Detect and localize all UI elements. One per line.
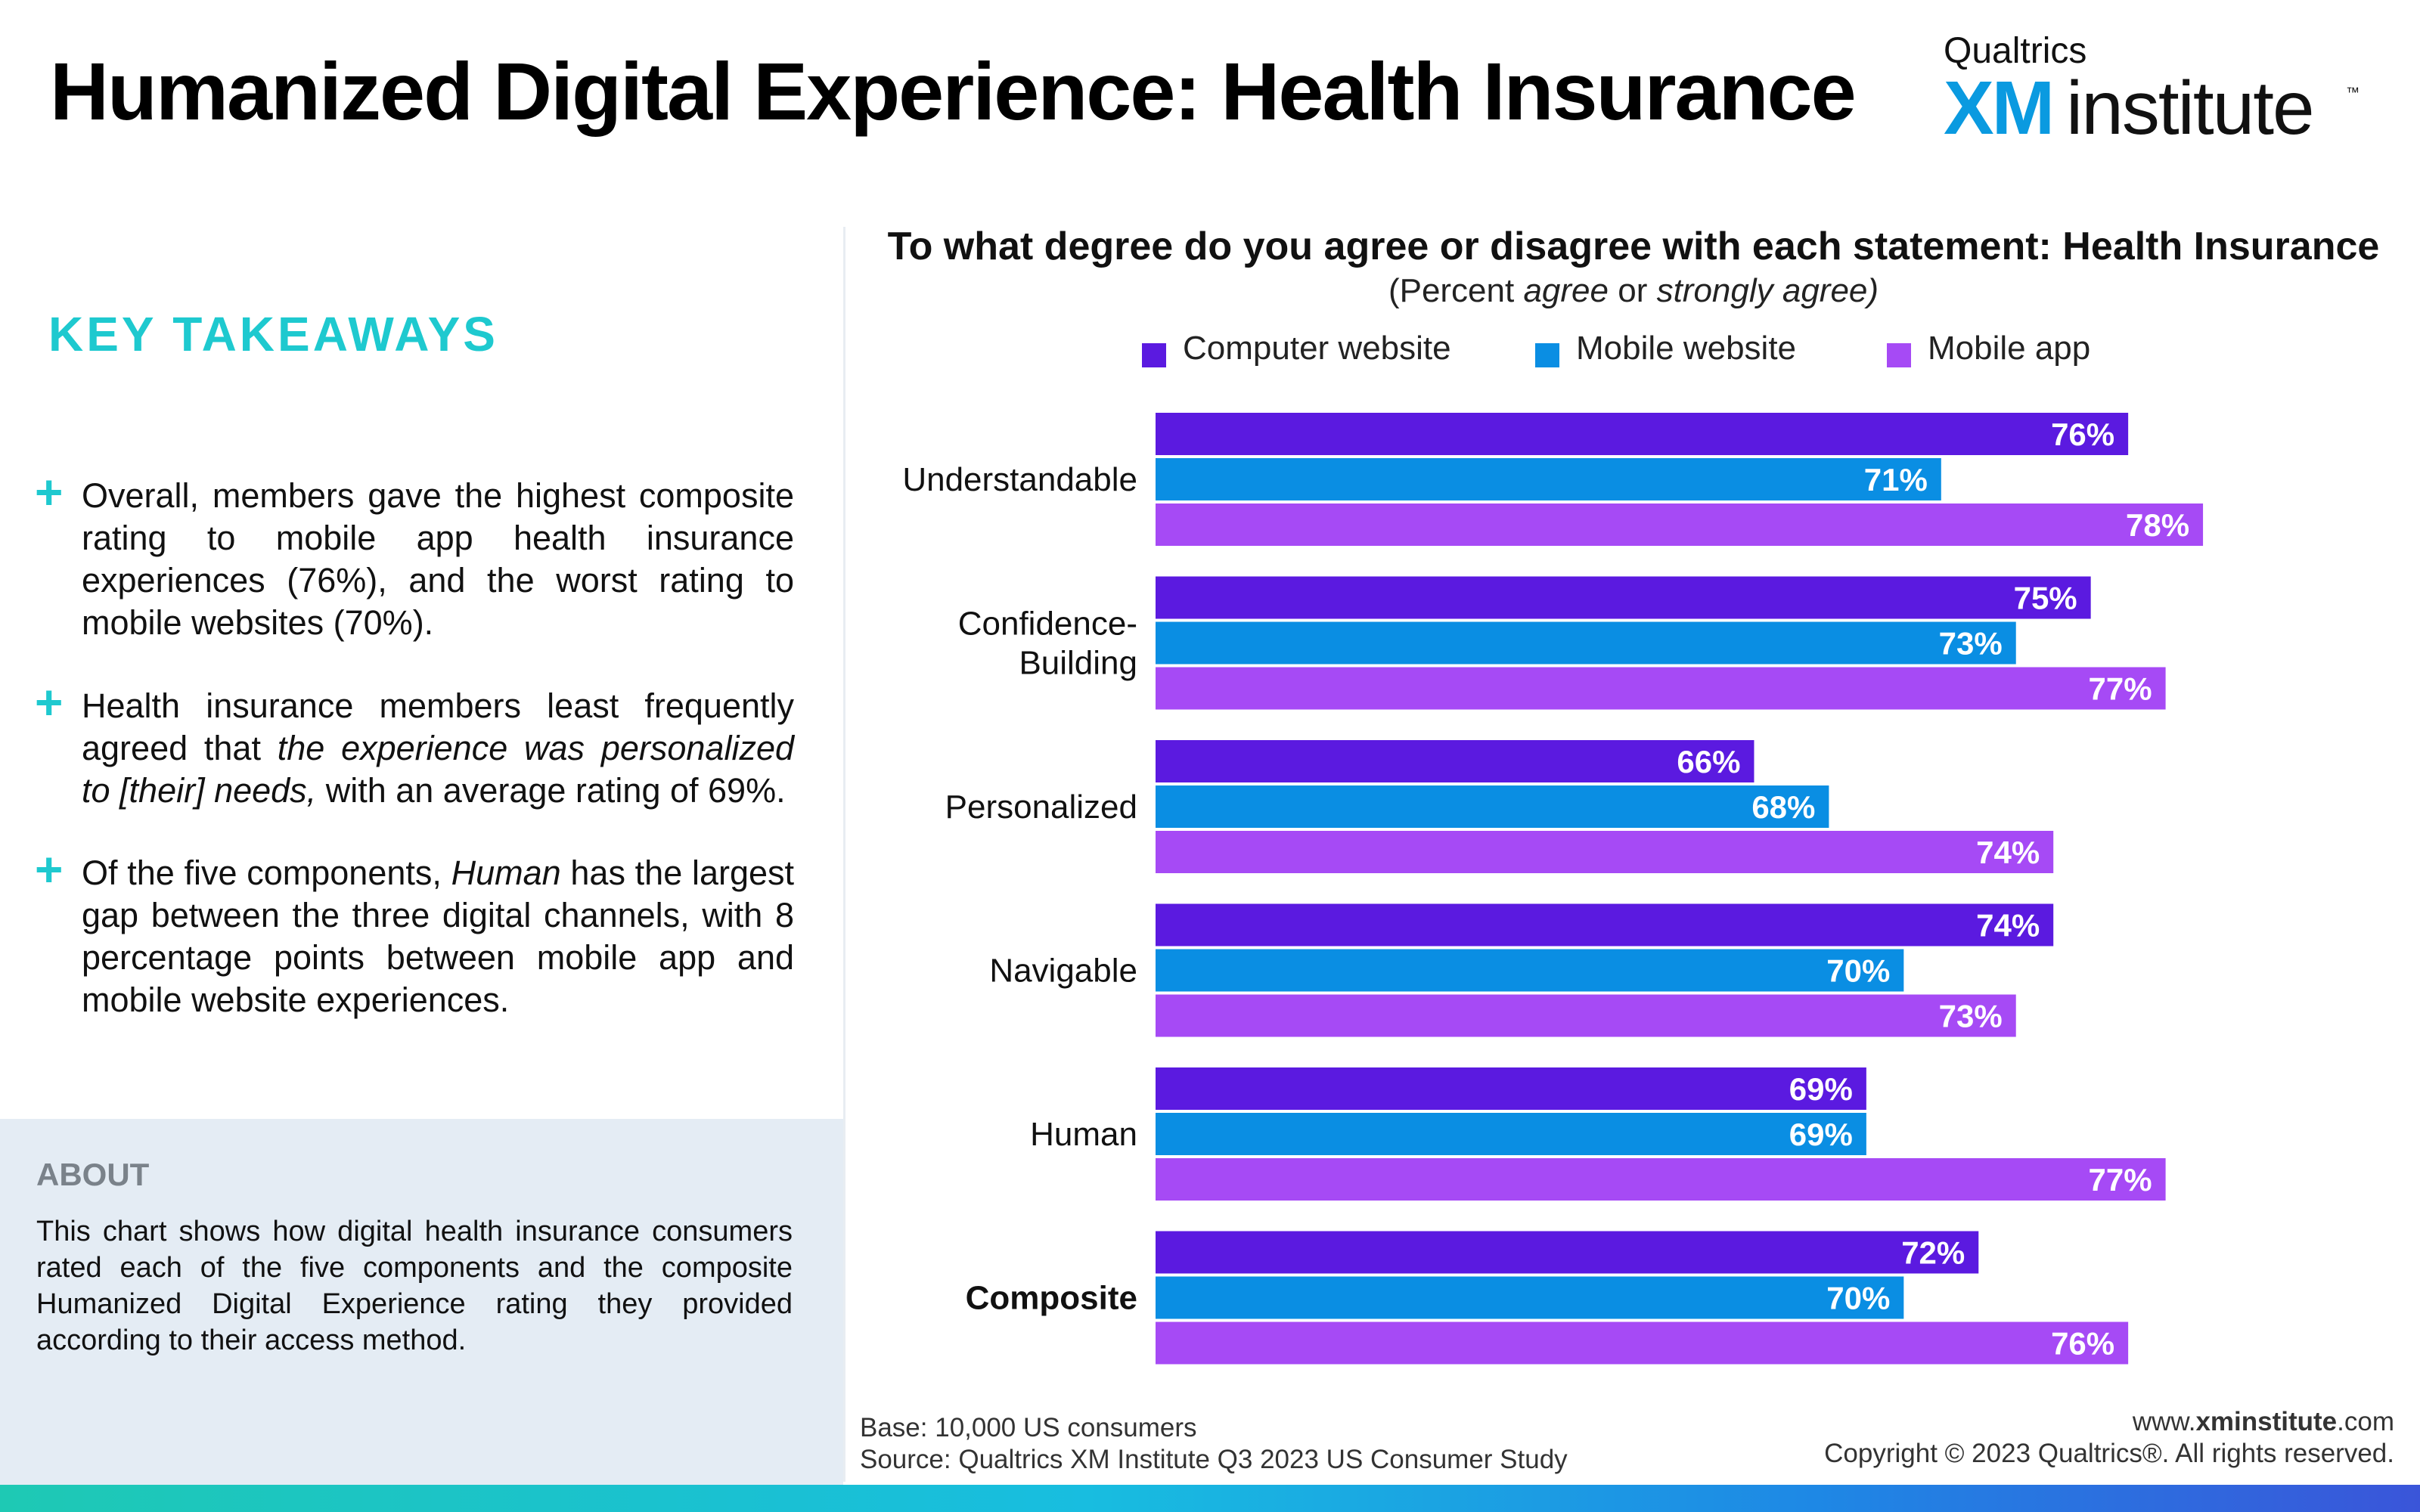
bar-mobile-app: [1156, 994, 2016, 1037]
subtitle-emphasis: strongly agree): [1656, 272, 1879, 309]
takeaway-text-part: with an average rating of 69%.: [316, 771, 786, 810]
takeaway-text: Of the five components, Human has the la…: [82, 852, 794, 1021]
footer-source: Base: 10,000 US consumers Source: Qualtr…: [860, 1412, 1568, 1476]
category-label: Confidence-Building: [958, 606, 1137, 682]
bar-value-label: 76%: [2051, 417, 2114, 452]
bar-value-label: 74%: [1976, 835, 2040, 870]
legend-label: Mobile website: [1576, 330, 1797, 367]
about-box: ABOUT This chart shows how digital healt…: [0, 1119, 843, 1486]
bar-computer-website: [1156, 413, 2129, 455]
bar-value-label: 70%: [1826, 953, 1890, 989]
plus-icon: +: [35, 465, 64, 519]
takeaway-text-part: has the largest gap between the three di…: [82, 854, 795, 1019]
logo-brand: Qualtrics: [1944, 31, 2087, 71]
bar-computer-website: [1156, 1067, 1866, 1110]
category-label: Navigable: [989, 953, 1137, 990]
bar-value-label: 76%: [2051, 1326, 2114, 1362]
logo-trademark: ™: [2346, 85, 2360, 100]
plus-icon: +: [35, 675, 64, 730]
legend-label: Mobile app: [1928, 330, 2091, 367]
category-label: Human: [1030, 1116, 1137, 1153]
bar-mobile-website: [1156, 949, 1904, 992]
takeaway-item-1: + Overall, members gave the highest comp…: [35, 465, 794, 644]
bar-value-label: 74%: [1976, 908, 2040, 943]
bar-value-label: 73%: [1939, 999, 2003, 1034]
about-text: This chart shows how digital health insu…: [36, 1216, 793, 1356]
bar-value-label: 77%: [2089, 671, 2152, 707]
site-bold: xminstitute: [2195, 1407, 2338, 1436]
category-label: Composite: [966, 1280, 1137, 1317]
bar-computer-website: [1156, 740, 1754, 782]
bar-computer-website: [1156, 576, 2091, 619]
bar-mobile-app: [1156, 1158, 2166, 1201]
footer-source-text: Source: Qualtrics XM Institute Q3 2023 U…: [860, 1445, 1568, 1474]
site-prefix: www.: [2132, 1407, 2196, 1436]
bar-value-label: 78%: [2126, 507, 2189, 543]
bar-mobile-website: [1156, 785, 1829, 828]
key-takeaways-heading: KEY TAKEAWAYS: [48, 307, 498, 361]
bar-mobile-website: [1156, 458, 1941, 500]
about-heading: ABOUT: [36, 1157, 150, 1192]
bar-value-label: 75%: [2014, 581, 2077, 616]
legend-swatch: [1142, 343, 1166, 367]
takeaway-text-part: Of the five components,: [82, 854, 451, 892]
bar-mobile-app: [1156, 831, 2054, 873]
subtitle-part: (Percent: [1388, 272, 1524, 309]
panel-divider: [843, 227, 845, 1482]
takeaway-item-2: + Health insurance members least frequen…: [35, 675, 794, 812]
bar-computer-website: [1156, 1231, 1979, 1274]
bar-computer-website: [1156, 903, 2054, 947]
footer-website[interactable]: www.xminstitute.com: [1824, 1406, 2394, 1438]
bar-mobile-app: [1156, 667, 2166, 710]
bar-value-label: 77%: [2089, 1162, 2152, 1198]
category-label: Understandable: [902, 461, 1137, 498]
bar-value-label: 68%: [1751, 789, 1815, 825]
page-title: Humanized Digital Experience: Health Ins…: [50, 45, 1857, 137]
takeaway-text-emphasis: Human: [451, 854, 561, 892]
takeaway-text-emphasis: the experience was personalized to [thei…: [82, 729, 794, 810]
bar-mobile-website: [1156, 1113, 1866, 1155]
category-label: Personalized: [945, 789, 1137, 826]
site-suffix: .com: [2337, 1407, 2394, 1436]
bar-mobile-website: [1156, 1276, 1904, 1319]
plus-icon: +: [35, 842, 64, 897]
bar-value-label: 69%: [1789, 1071, 1853, 1107]
bottom-gradient-strip: [0, 1485, 2420, 1512]
bar-value-label: 69%: [1789, 1117, 1853, 1152]
takeaway-item-3: + Of the five components, Human has the …: [35, 842, 794, 1021]
bar-mobile-website: [1156, 621, 2016, 665]
bar-mobile-app: [1156, 1321, 2129, 1365]
bar-value-label: 70%: [1826, 1281, 1890, 1316]
footer-copyright: www.xminstitute.com Copyright © 2023 Qua…: [1824, 1406, 2394, 1470]
xm-institute-logo: Qualtrics XM institute ™: [1944, 30, 2367, 150]
bar-value-label: 72%: [1901, 1235, 1965, 1271]
chart-subtitle: (Percent agree or strongly agree): [877, 272, 2390, 310]
chart-title: To what degree do you agree or disagree …: [887, 225, 2380, 268]
bar-value-label: 73%: [1939, 626, 2003, 662]
legend-swatch: [1887, 343, 1911, 367]
bar-mobile-app: [1156, 503, 2204, 546]
takeaway-text: Health insurance members least frequentl…: [82, 685, 794, 812]
copyright-text: Copyright © 2023 Qualtrics®. All rights …: [1824, 1439, 2394, 1468]
legend-swatch: [1535, 343, 1559, 367]
bar-chart: 76% 71% 78% Understandable 75% 73% 77% Confiden…: [902, 413, 2204, 1365]
logo-institute: institute: [2066, 66, 2315, 150]
takeaway-text-part: Health insurance members least frequentl…: [82, 686, 794, 767]
takeaway-text: Overall, members gave the highest compos…: [82, 475, 794, 644]
subtitle-emphasis: agree: [1523, 272, 1609, 309]
legend-label: Computer website: [1183, 330, 1451, 367]
footer-base: Base: 10,000 US consumers: [860, 1413, 1197, 1442]
bar-value-label: 66%: [1677, 744, 1740, 779]
takeaway-text-part: Overall, members gave the highest compos…: [82, 476, 794, 642]
logo-xm: XM: [1944, 66, 2055, 150]
bar-value-label: 71%: [1864, 462, 1928, 497]
subtitle-part: or: [1609, 272, 1657, 309]
